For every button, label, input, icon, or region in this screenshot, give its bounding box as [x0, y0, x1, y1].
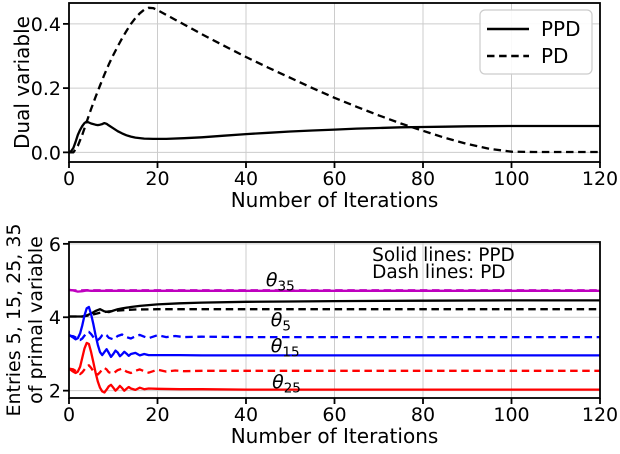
PPD-line	[68, 120, 600, 154]
PD-line	[69, 6, 600, 154]
x-tick-label: 20	[145, 168, 169, 190]
annotation-dash-lines-note: Dash lines: PD	[372, 262, 505, 283]
primal-axes: 0 20 40 60 80 100 120 2 4 6 Number of Iterations En…	[3, 223, 618, 448]
x-tick-label: 60	[322, 168, 346, 190]
legend-box	[479, 9, 593, 75]
annotation-theta-25: θ25	[272, 371, 301, 397]
theta-35-subscript: 35	[278, 279, 295, 295]
theta-5-subscript: 5	[282, 319, 291, 335]
y-tick-label: 4	[49, 307, 61, 329]
x-axis-label: Number of Iterations	[231, 188, 439, 212]
y-tick-label: 0.2	[31, 78, 61, 100]
theta-15-symbol: θ	[271, 335, 283, 357]
theta-25-subscript: 25	[284, 381, 301, 397]
x-tick-label: 0	[63, 168, 75, 190]
theta-35-symbol: θ	[266, 269, 278, 291]
x-axis-label: Number of Iterations	[231, 424, 439, 448]
y-axis-label: Dual variable	[10, 16, 34, 149]
x-tick-label: 80	[411, 168, 435, 190]
y-tick-label: 6	[49, 234, 61, 256]
x-tick-label: 100	[493, 404, 529, 426]
x-tick-label: 60	[322, 404, 346, 426]
theta5-pd-line	[69, 308, 600, 318]
x-tick-label: 120	[582, 404, 618, 426]
theta-25-symbol: θ	[272, 371, 284, 393]
legend-label: PD	[541, 44, 568, 68]
annotation-theta-35: θ35	[266, 269, 295, 295]
theta25-ppd-line	[68, 341, 600, 394]
theta15-pd-line	[68, 330, 600, 342]
x-tick-label: 100	[493, 168, 529, 190]
annotation-solid-lines-note: Solid lines: PPD	[372, 245, 515, 266]
y-tick-label: 0.0	[31, 142, 61, 164]
y-axis-label: of primal variable	[25, 236, 47, 404]
x-tick-label: 80	[411, 404, 435, 426]
x-tick-label: 120	[582, 168, 618, 190]
y-axis-label: Entries 5, 15, 25, 35	[3, 223, 25, 416]
x-tick-label: 20	[145, 404, 169, 426]
theta-5-symbol: θ	[271, 309, 283, 331]
theta25-pd-line	[68, 364, 600, 376]
x-tick-label: 40	[234, 168, 258, 190]
y-tick-label: 2	[49, 381, 61, 403]
y-tick-label: 0.4	[31, 14, 61, 36]
annotation-theta-15: θ15	[271, 335, 300, 361]
theta-15-subscript: 15	[282, 345, 299, 361]
dual-axes: 0 20 40 60 80 100 120 0.0 0.2 0.4 Number of Iterat…	[10, 2, 618, 212]
x-tick-label: 40	[234, 404, 258, 426]
theta5-ppd-line	[69, 299, 600, 318]
theta15-ppd-line	[68, 305, 600, 359]
legend-label: PPD	[541, 17, 581, 41]
annotation-theta-5: θ5	[271, 309, 291, 335]
x-tick-label: 0	[63, 404, 75, 426]
